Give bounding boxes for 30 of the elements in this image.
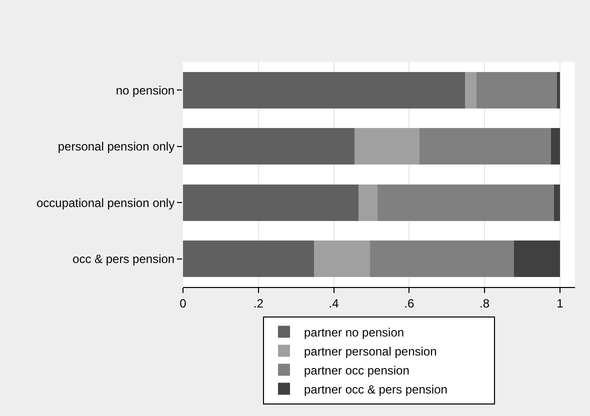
- x-tick-label: 0: [180, 296, 187, 310]
- legend-label: partner no pension: [304, 325, 404, 340]
- x-tick-label: .6: [404, 296, 414, 310]
- x-tick-label: 1: [556, 296, 564, 310]
- bar: [554, 184, 560, 221]
- bar: [514, 240, 560, 278]
- y-tick-label: personal pension only: [58, 140, 175, 154]
- x-tick-label: .2: [253, 296, 264, 310]
- legend-label: partner occ & pers pension: [304, 382, 448, 396]
- legend-label: partner personal pension: [304, 344, 437, 358]
- bar: [183, 72, 465, 108]
- bar: [183, 128, 354, 165]
- bar: [420, 128, 551, 165]
- y-tick-label: occ & pers pension: [72, 252, 175, 266]
- bar: [354, 128, 420, 165]
- bar: [550, 128, 560, 165]
- bar: [377, 184, 554, 221]
- bar: [314, 240, 370, 278]
- bar: [476, 72, 557, 108]
- y-tick-label: no pension: [116, 83, 175, 98]
- x-tick-label: .8: [480, 296, 490, 310]
- bar: [370, 240, 514, 278]
- bar: [183, 184, 358, 221]
- bar: [556, 72, 560, 108]
- x-tick-label: .4: [328, 296, 340, 310]
- bar: [464, 72, 476, 108]
- bar: [358, 184, 378, 221]
- y-tick-label: occupational pension only: [36, 196, 175, 210]
- legend-label: partner occ pension: [304, 363, 410, 378]
- bar: [183, 240, 314, 278]
